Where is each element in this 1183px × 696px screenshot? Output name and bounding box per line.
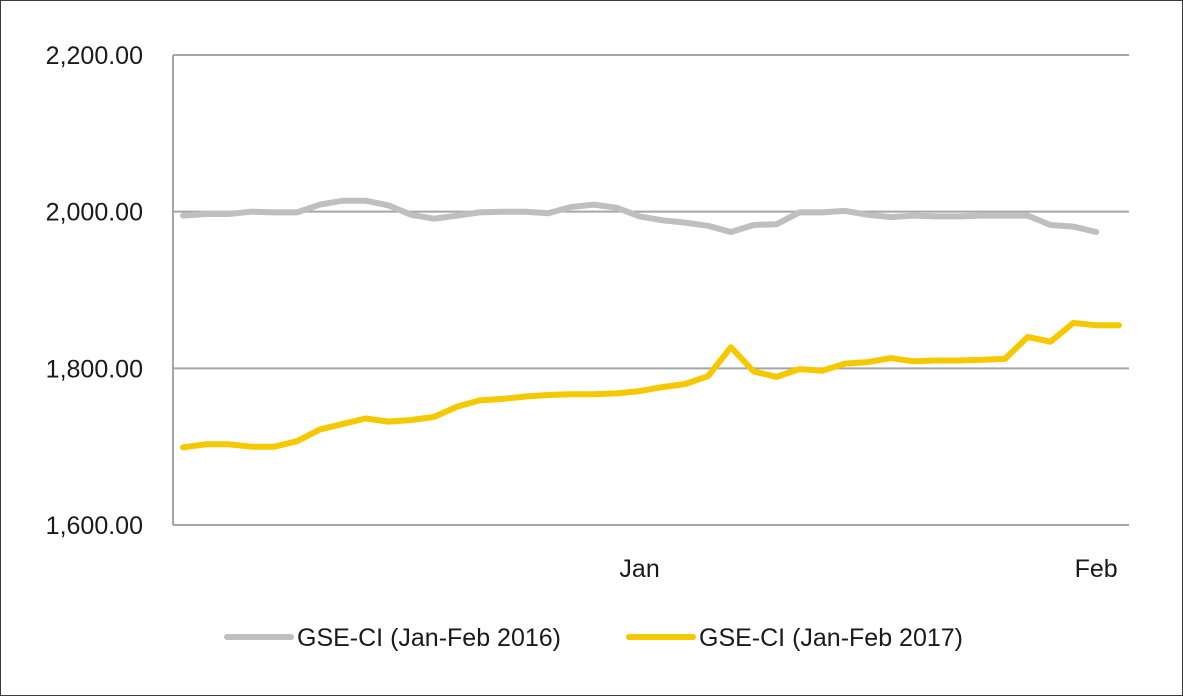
y-tick-label: 2,200.00 xyxy=(46,42,143,70)
series-line-1 xyxy=(180,197,1100,235)
series-line-2 xyxy=(180,319,1122,451)
x-tick-label: Feb xyxy=(1075,555,1118,583)
series-lines xyxy=(180,197,1122,451)
y-tick-label: 1,800.00 xyxy=(46,355,143,383)
x-axis-tick-labels: Jan Feb xyxy=(619,555,1117,583)
y-tick-label: 2,000.00 xyxy=(46,199,143,227)
x-tick-label: Jan xyxy=(619,555,659,583)
gridlines xyxy=(173,54,1129,526)
legend-label: GSE-CI (Jan-Feb 2017) xyxy=(699,624,963,652)
y-axis-tick-labels: 1,600.00 1,800.00 2,000.00 2,200.00 xyxy=(46,42,143,540)
legend-label: GSE-CI (Jan-Feb 2016) xyxy=(297,624,561,652)
legend: GSE-CI (Jan-Feb 2016) GSE-CI (Jan-Feb 201… xyxy=(224,624,963,652)
y-tick-label: 1,600.00 xyxy=(46,512,143,540)
